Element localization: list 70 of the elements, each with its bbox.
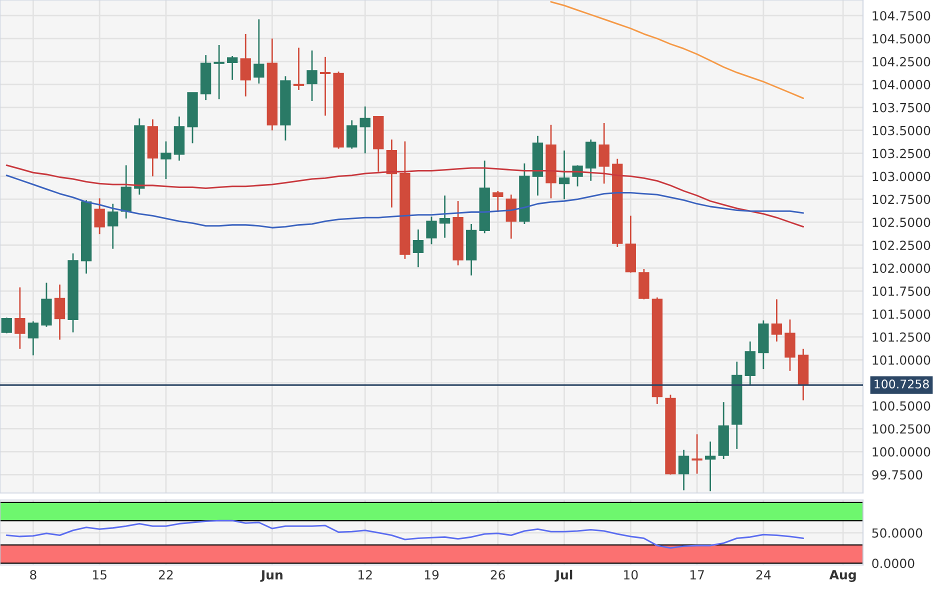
- candlestick: [160, 140, 172, 180]
- candlestick: [108, 203, 118, 250]
- y-tick-label: 102.2500: [872, 240, 930, 250]
- x-tick-label: 12: [358, 570, 372, 580]
- candlestick: [704, 440, 716, 492]
- candlestick: [54, 284, 66, 340]
- candlestick: [28, 320, 39, 356]
- line-series: [550, 1, 804, 99]
- x-tick-label: 10: [624, 570, 638, 580]
- y-tick-label: 103.5000: [872, 126, 930, 136]
- x-tick-label: Aug: [829, 570, 856, 582]
- x-tick-label: 8: [30, 570, 36, 580]
- y-tick-label: 101.0000: [872, 355, 930, 365]
- candlestick: [306, 50, 318, 102]
- x-tick-label: 19: [424, 570, 439, 580]
- line-series: [6, 164, 804, 228]
- candlestick: [692, 434, 702, 474]
- candlestick: [240, 33, 251, 98]
- y-tick-label: 104.0000: [872, 80, 930, 90]
- y-tick-label: 102.5000: [872, 218, 930, 228]
- y-tick-label: 0.0000: [872, 558, 914, 568]
- x-tick-label: 22: [158, 570, 173, 580]
- candlestick: [346, 120, 358, 150]
- x-tick-label: 24: [756, 570, 771, 580]
- candlestick: [744, 340, 756, 386]
- y-tick-label: 104.5000: [872, 34, 930, 44]
- candlestick: [94, 198, 105, 235]
- y-tick-label: 103.7500: [872, 102, 930, 112]
- candlestick: [360, 106, 370, 154]
- y-tick-label: 100.2500: [872, 424, 930, 434]
- candlestick: [558, 150, 570, 200]
- candlestick: [771, 298, 782, 342]
- candlestick: [293, 47, 304, 91]
- candlestick: [1, 316, 12, 334]
- y-tick-label: 102.7500: [872, 194, 930, 204]
- y-tick-label: 104.2500: [872, 56, 930, 66]
- candlestick: [227, 55, 238, 81]
- y-tick-label: 101.7500: [872, 286, 930, 296]
- candlestick: [492, 190, 504, 213]
- candlestick: [320, 56, 331, 116]
- candlestick: [120, 164, 132, 220]
- ref-line-label: 100.7258: [874, 380, 929, 388]
- candlestick: [412, 228, 424, 268]
- candlestick: [784, 318, 796, 372]
- candlestick: [426, 216, 437, 245]
- candlestick: [506, 194, 516, 240]
- candlestick: [214, 44, 224, 100]
- line-series: [6, 174, 804, 228]
- y-tick-label: 103.2500: [872, 148, 930, 158]
- x-tick-label: 17: [690, 570, 704, 580]
- candlestick: [439, 194, 450, 238]
- y-tick-label: 101.2500: [872, 332, 930, 342]
- y-tick-label: 103.0000: [872, 172, 930, 182]
- candlestick: [598, 122, 610, 184]
- line-series: [6, 520, 804, 549]
- candlestick: [678, 449, 690, 491]
- y-tick-label: 100.0000: [872, 447, 930, 457]
- x-tick-label: Jul: [554, 570, 572, 582]
- y-tick-label: 99.7500: [872, 470, 922, 480]
- x-tick-label: 26: [490, 570, 506, 580]
- x-tick-label: Jun: [260, 570, 282, 582]
- y-tick-label: 104.7500: [872, 11, 930, 21]
- x-tick-label: 15: [92, 570, 106, 580]
- y-tick-label: 101.5000: [872, 309, 930, 319]
- y-tick-label: 100.5000: [872, 401, 930, 411]
- candlestick: [254, 18, 264, 84]
- candlestick: [386, 138, 398, 208]
- y-tick-label: 102.0000: [872, 264, 930, 273]
- candlestick: [14, 286, 26, 350]
- y-tick-label: 50.0000: [872, 528, 922, 538]
